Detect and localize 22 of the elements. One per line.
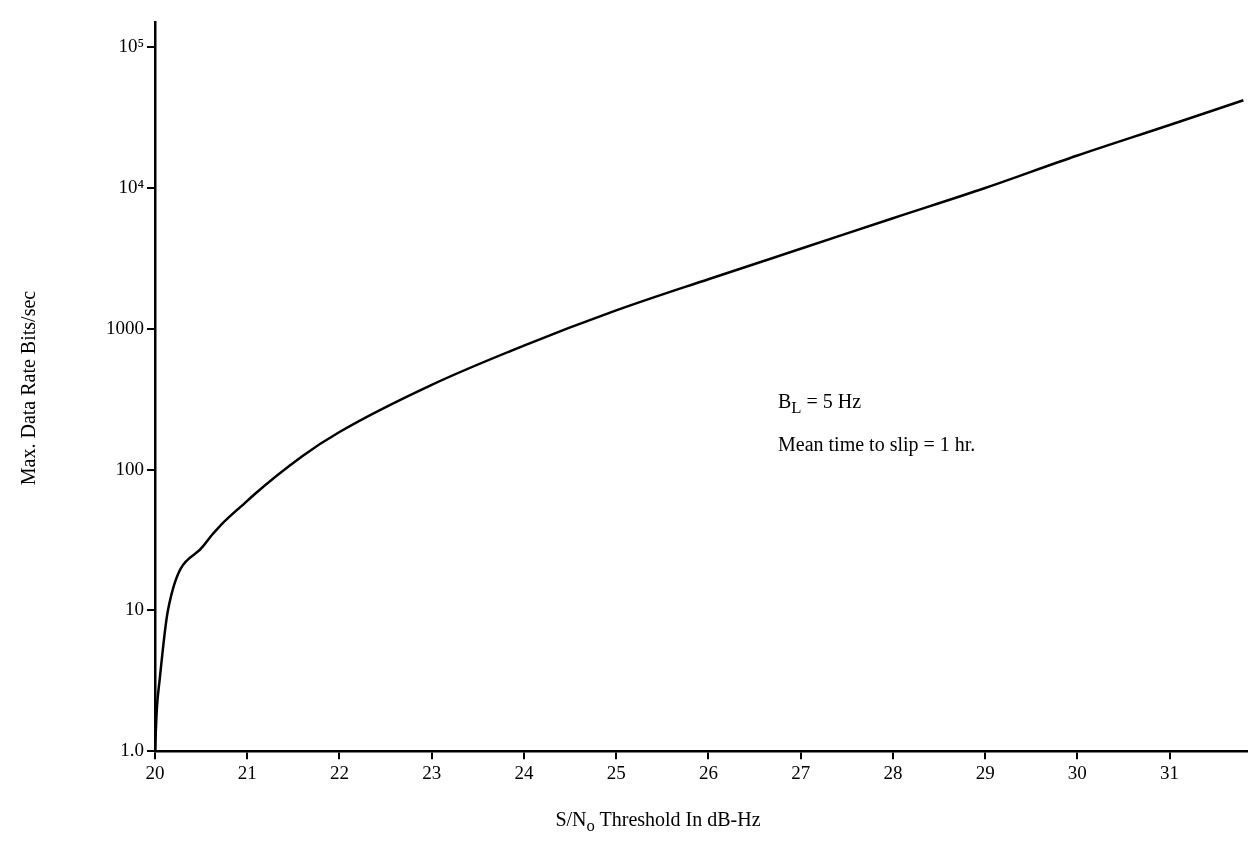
y-tick-label: 10	[125, 598, 144, 620]
x-tick-label: 22	[329, 761, 349, 783]
annotation: B$_{L}$ = 5 Hz	[778, 389, 863, 419]
x-tick-label: 31	[1160, 761, 1180, 783]
x-tick-label: 26	[698, 761, 718, 783]
y-tick-label: 1.0	[120, 739, 144, 761]
annotation: Mean time to slip = 1 hr.	[778, 432, 976, 458]
x-tick-label: 24	[514, 761, 534, 783]
x-tick-label: 30	[1067, 761, 1087, 783]
x-tick-label: 28	[883, 761, 903, 783]
x-tick-label: 23	[422, 761, 442, 783]
x-tick-label: 27	[791, 761, 811, 783]
x-tick-label: 29	[975, 761, 995, 783]
y-axis-title: Max. Data Rate Bits/sec	[16, 290, 40, 486]
x-tick-label: 21	[237, 761, 257, 783]
x-axis-title: S/N$_{o}$ Threshold In dB-Hz	[555, 808, 761, 836]
y-tick-label: 1000	[106, 316, 144, 338]
y-tick-label: 10⁵	[118, 35, 144, 57]
x-tick-label: 20	[145, 761, 165, 783]
y-tick-label: 10⁴	[118, 175, 145, 197]
y-tick-label: 100	[115, 457, 144, 479]
x-tick-label: 25	[606, 761, 626, 783]
